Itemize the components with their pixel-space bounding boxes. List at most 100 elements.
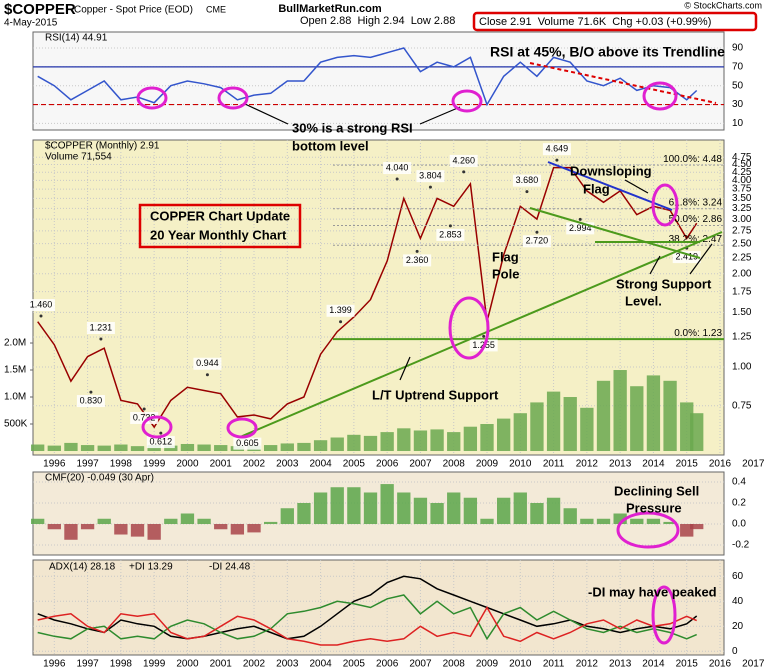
highlight bbox=[136, 86, 168, 110]
bar bbox=[114, 444, 128, 452]
x-tick-label: 2017 bbox=[742, 459, 765, 470]
bar bbox=[463, 497, 478, 525]
x-tick-label: 2010 bbox=[509, 459, 532, 470]
x-tick-label: 2005 bbox=[343, 659, 366, 670]
bar bbox=[247, 524, 261, 533]
annotation: COPPER Chart Update bbox=[150, 208, 290, 223]
series-line bbox=[37, 594, 697, 641]
point-label: 4.649 bbox=[546, 144, 569, 154]
bar bbox=[114, 524, 128, 535]
bar bbox=[280, 443, 294, 452]
annotation: 20 Year Monthly Chart bbox=[150, 227, 287, 242]
bar bbox=[47, 524, 61, 530]
point-marker bbox=[482, 334, 486, 338]
point-label-bg bbox=[542, 143, 571, 156]
point-marker bbox=[578, 217, 582, 221]
x-tick-label: 2013 bbox=[609, 459, 632, 470]
y-tick-label: 2.75 bbox=[732, 225, 752, 236]
legend-label: $COPPER (Monthly) 2.91 bbox=[45, 141, 160, 152]
y-tick-label: 1.25 bbox=[732, 332, 752, 343]
x-tick-label: 2011 bbox=[543, 459, 565, 470]
highlight bbox=[642, 81, 678, 111]
bar bbox=[347, 487, 361, 525]
x-tick-label: 2006 bbox=[376, 459, 399, 470]
arrow bbox=[399, 356, 411, 381]
flag-upper-line bbox=[547, 161, 673, 211]
annotation: Downsloping bbox=[570, 163, 652, 178]
credit: © StockCharts.com bbox=[684, 0, 762, 10]
y-tick-label: 40 bbox=[732, 596, 744, 607]
y-tick-label: 90 bbox=[732, 43, 744, 54]
annotation: L/T Uptrend Support bbox=[372, 387, 499, 402]
point-label-bg bbox=[383, 162, 412, 175]
bar bbox=[496, 418, 511, 452]
x-tick-label: 2005 bbox=[343, 459, 366, 470]
y-tick-label: 0.0 bbox=[732, 519, 746, 530]
x-tick-label: 2015 bbox=[676, 459, 699, 470]
bar bbox=[480, 518, 494, 525]
bar bbox=[197, 444, 211, 452]
annotation: Declining Sell bbox=[614, 483, 699, 498]
bar bbox=[646, 375, 661, 452]
bar bbox=[214, 524, 228, 530]
y2-tick-label: 1.5M bbox=[4, 365, 26, 376]
bar bbox=[180, 513, 195, 525]
panel-bg bbox=[32, 471, 725, 556]
x-tick-label: 2009 bbox=[476, 459, 499, 470]
x-tick-label: 2007 bbox=[409, 459, 432, 470]
bar bbox=[430, 502, 444, 525]
bar bbox=[130, 524, 145, 537]
point-label: 0.612 bbox=[150, 436, 173, 446]
series-line bbox=[37, 606, 697, 646]
x-tick-label: 1997 bbox=[76, 459, 99, 470]
annotation: Flag bbox=[583, 181, 610, 196]
point-label: 2.994 bbox=[569, 223, 592, 233]
bar bbox=[230, 524, 245, 535]
bar bbox=[363, 492, 378, 525]
y-tick-label: 50 bbox=[732, 80, 744, 91]
bar bbox=[180, 443, 195, 452]
point-label: 0.732 bbox=[133, 412, 156, 422]
point-label: 3.804 bbox=[419, 171, 442, 181]
point-label-bg bbox=[403, 254, 432, 267]
y-tick-label: 1.00 bbox=[732, 362, 752, 373]
x-tick-label: 2009 bbox=[476, 659, 499, 670]
bar bbox=[397, 428, 411, 452]
bar bbox=[690, 524, 704, 530]
bar bbox=[613, 370, 627, 452]
bar bbox=[613, 513, 627, 525]
legend-label: -DI 24.48 bbox=[209, 562, 251, 573]
bar bbox=[663, 380, 677, 452]
y-tick-label: 3.50 bbox=[732, 193, 752, 204]
y-tick-label: 3.00 bbox=[732, 214, 752, 225]
bar bbox=[596, 518, 611, 525]
y2-tick-label: 1.0M bbox=[4, 392, 26, 403]
instrument-name: Copper - Spot Price (EOD) bbox=[74, 5, 193, 16]
x-tick-label: 2014 bbox=[642, 459, 665, 470]
annotation: RSI at 45%, B/O above its Trendline bbox=[490, 44, 725, 60]
highlight bbox=[451, 89, 483, 113]
bar bbox=[596, 380, 611, 452]
highlight bbox=[141, 415, 173, 439]
bar bbox=[164, 445, 178, 452]
site: BullMarketRun.com bbox=[278, 3, 382, 15]
x-tick-label: 2011 bbox=[543, 659, 565, 670]
legend-label: ADX(14) 28.18 bbox=[49, 562, 116, 573]
fib-label: 0.0%: 1.23 bbox=[674, 328, 722, 339]
x-tick-label: 1999 bbox=[143, 459, 166, 470]
y-tick-label: 70 bbox=[732, 62, 744, 73]
x-tick-label: 1998 bbox=[110, 659, 133, 670]
arrows bbox=[244, 103, 713, 381]
point-label-bg bbox=[449, 154, 478, 167]
bar bbox=[630, 386, 644, 452]
legend-label: RSI(14) 44.91 bbox=[45, 33, 108, 44]
point-label: 0.830 bbox=[80, 395, 103, 405]
bar bbox=[546, 497, 561, 525]
bar bbox=[164, 518, 178, 525]
point-marker bbox=[525, 190, 529, 194]
y2-tick-label: 500K bbox=[4, 419, 28, 430]
bar bbox=[97, 445, 111, 452]
x-tick-label: 1999 bbox=[143, 659, 166, 670]
x-tick-label: 2001 bbox=[210, 459, 233, 470]
